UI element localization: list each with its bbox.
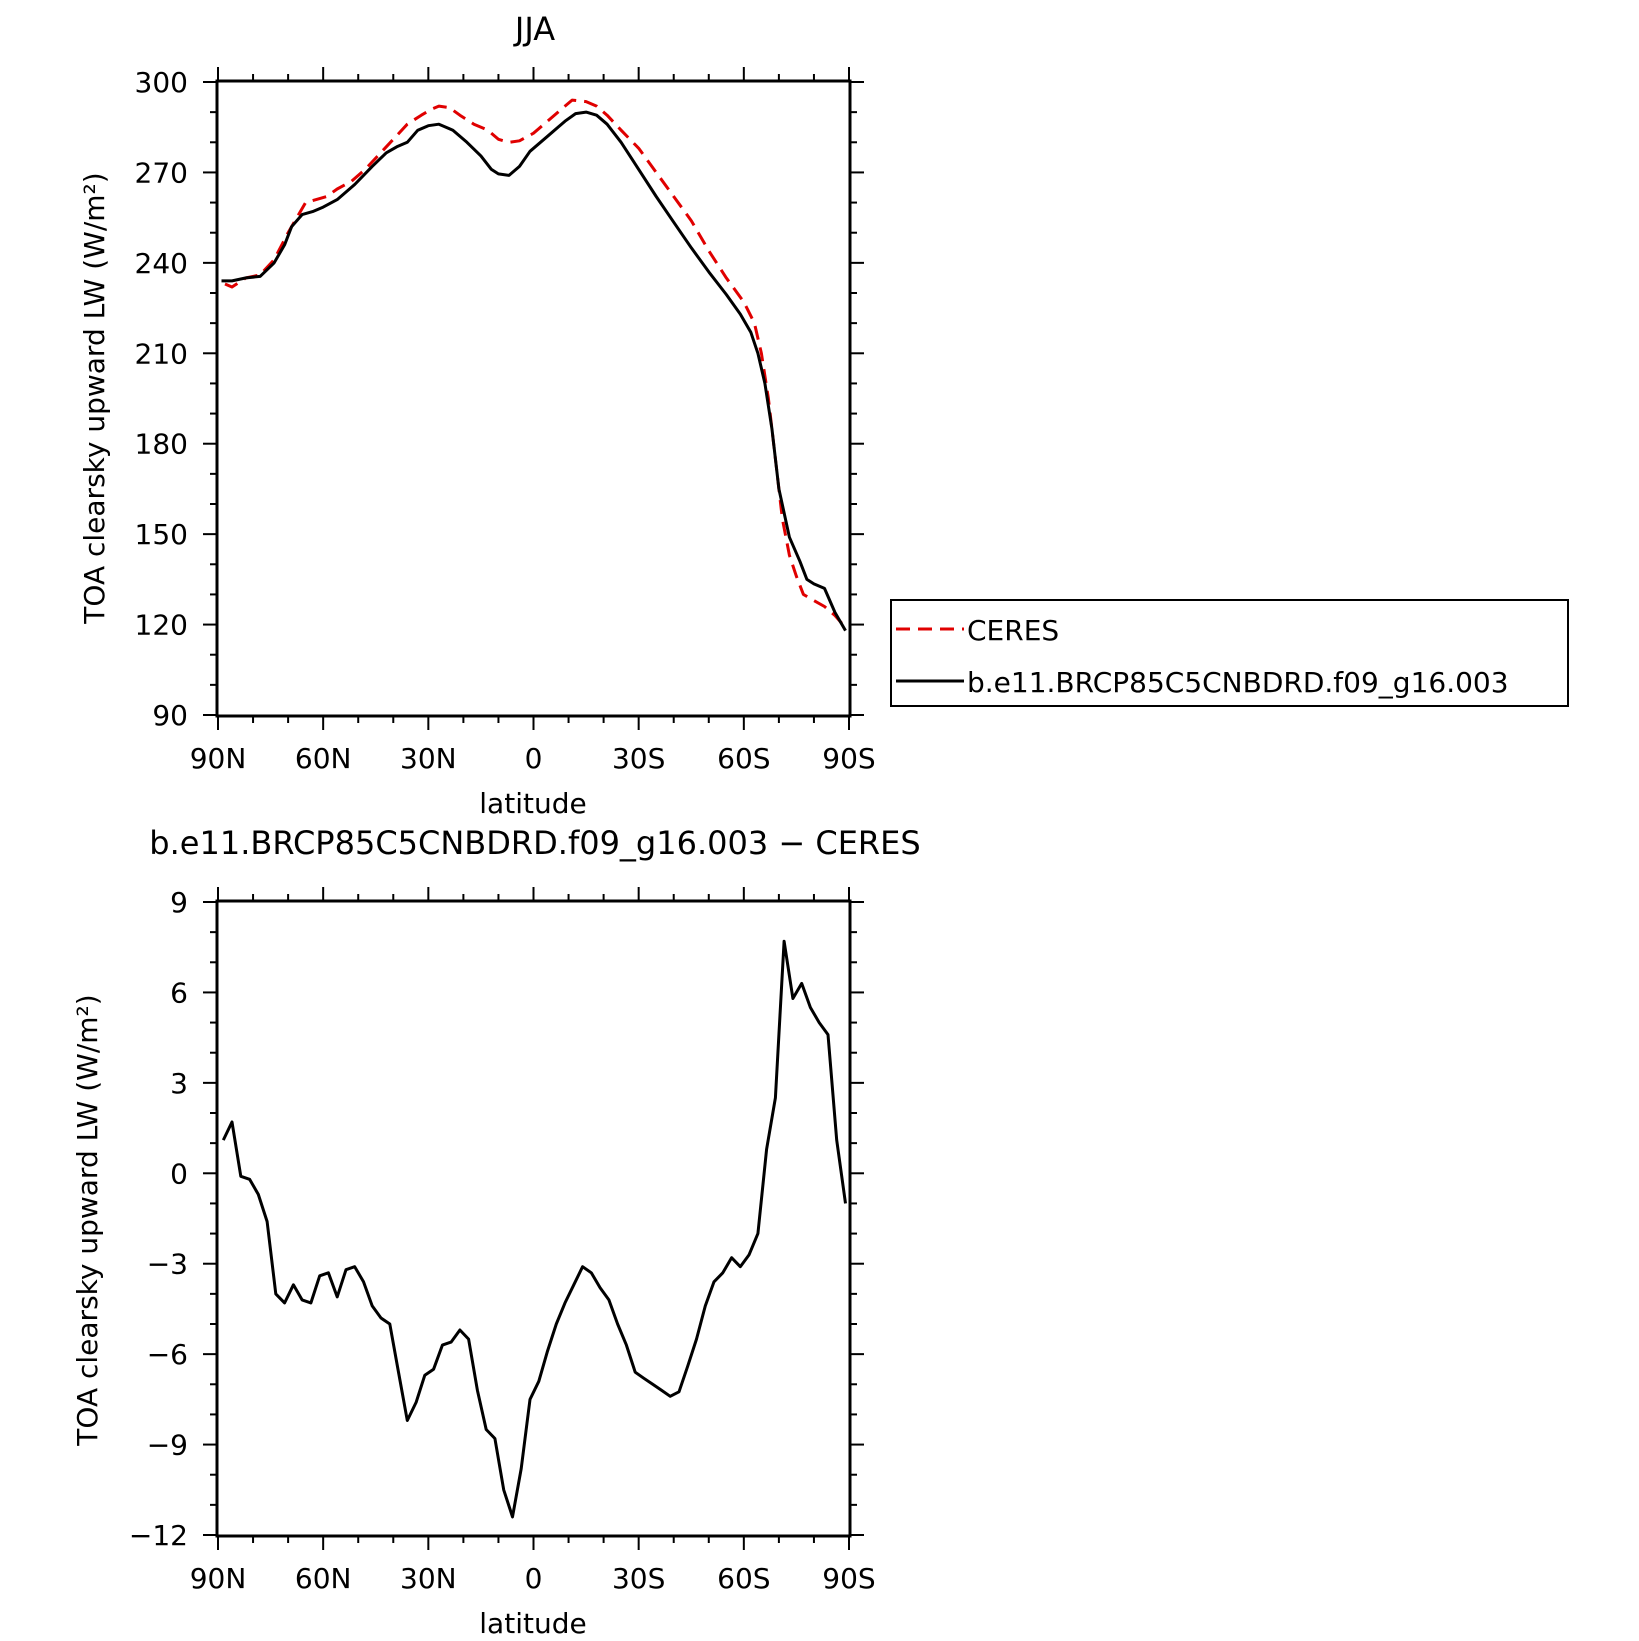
legend-label-model: b.e11.BRCP85C5CNBDRD.f09_g16.003 [967, 666, 1509, 699]
bottom-axes: 90N 60N 30N 0 30S 60S 90S −12 −9 −6 −3 0 3 6 9 [129, 886, 876, 1595]
bottom-x-tick-label: 30S [612, 1562, 665, 1595]
bottom-plot-area [221, 939, 847, 1519]
bottom-x-tick-label: 90N [190, 1562, 247, 1595]
bottom-x-tick-label: 60S [717, 1562, 770, 1595]
top-y-tick-label: 210 [135, 337, 188, 370]
top-x-tick-label: 90N [190, 742, 247, 775]
bottom-y-tick-label: −3 [147, 1248, 188, 1281]
bottom-x-tick-label: 0 [525, 1562, 543, 1595]
top-x-tick-label: 30N [400, 742, 457, 775]
bottom-x-tick-label: 30N [400, 1562, 457, 1595]
top-axes: 90N 60N 30N 0 30S 60S 90S 90 120 150 180 210 240 270 3… [135, 66, 876, 775]
bottom-y-tick-label: −12 [129, 1519, 188, 1552]
top-x-tick-label: 0 [525, 742, 543, 775]
top-y-tick-label: 120 [135, 609, 188, 642]
top-x-tick-label: 90S [822, 742, 875, 775]
bottom-y-axis-label: TOA clearsky upward LW (W/m²) [71, 994, 104, 1446]
bottom-series-line [221, 939, 847, 1519]
bottom-y-tick-label: 6 [170, 976, 188, 1009]
top-series-line-b [221, 110, 847, 632]
bottom-y-tick-label: 9 [170, 886, 188, 919]
top-y-axis-label: TOA clearsky upward LW (W/m²) [78, 172, 111, 624]
bottom-y-tick-label: −6 [147, 1338, 188, 1371]
top-y-tick-label: 90 [152, 699, 188, 732]
top-panel: JJA 90N 60N 30N 0 30S 60S 90S 90 120 150 180 210 240… [78, 10, 1569, 820]
top-y-tick-label: 240 [135, 247, 188, 280]
legend-box [890, 599, 1569, 707]
bottom-plot-frame [215, 899, 852, 1538]
top-plot-area [221, 98, 847, 632]
top-panel-title: JJA [513, 10, 555, 48]
bottom-x-tick-label: 60N [295, 1562, 352, 1595]
bottom-y-tick-label: 0 [170, 1157, 188, 1190]
bottom-y-tick-label: 3 [170, 1067, 188, 1100]
bottom-y-tick-label: −9 [147, 1429, 188, 1462]
top-x-tick-label: 30S [612, 742, 665, 775]
top-y-tick-label: 150 [135, 518, 188, 551]
top-y-tick-label: 300 [135, 66, 188, 99]
top-y-tick-label: 180 [135, 428, 188, 461]
bottom-panel-title: b.e11.BRCP85C5CNBDRD.f09_g16.003 − CERES [149, 824, 920, 862]
bottom-panel: b.e11.BRCP85C5CNBDRD.f09_g16.003 − CERES… [71, 824, 921, 1640]
bottom-x-tick-label: 90S [822, 1562, 875, 1595]
top-x-tick-label: 60N [295, 742, 352, 775]
top-x-tick-label: 60S [717, 742, 770, 775]
top-y-tick-label: 270 [135, 156, 188, 189]
top-plot-frame [215, 79, 852, 718]
top-series-line-a [224, 98, 847, 629]
legend: CERES b.e11.BRCP85C5CNBDRD.f09_g16.003 [890, 599, 1569, 707]
legend-label-ceres: CERES [967, 614, 1059, 647]
top-x-axis-label: latitude [479, 787, 586, 820]
bottom-x-axis-label: latitude [479, 1607, 586, 1640]
